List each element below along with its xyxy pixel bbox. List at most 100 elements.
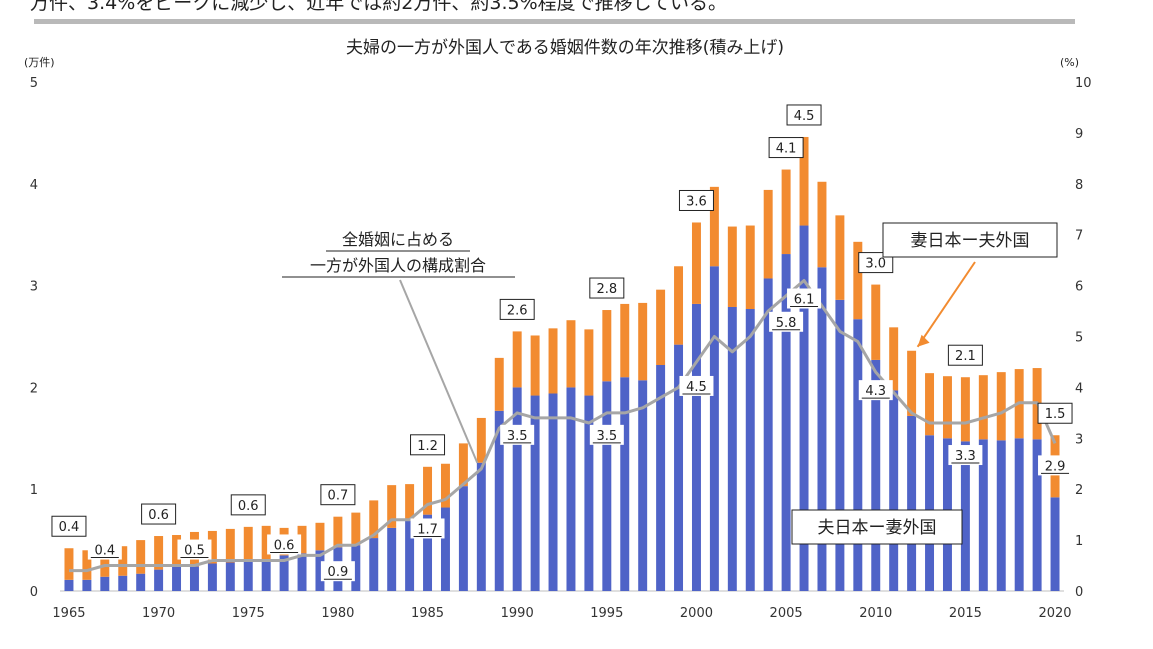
bar-husband-japanese — [189, 566, 199, 591]
bar-wife-japanese — [584, 329, 594, 396]
chart-title: 夫婦の一方が外国人である婚姻件数の年次推移(積み上げ) — [346, 38, 784, 58]
bar-husband-japanese — [225, 562, 235, 591]
bar-husband-japanese — [781, 254, 791, 592]
bar-husband-japanese — [620, 377, 630, 591]
bar-husband-japanese — [1050, 497, 1060, 591]
ratio-label: 0.9 — [328, 565, 349, 580]
x-tick-label: 1970 — [142, 606, 175, 621]
total-label-box — [786, 104, 822, 126]
page-top-text: 万件、3.4%をピークに減少し、近年では約2万件、約3.5%程度で推移している。 — [30, 0, 728, 14]
total-label: 2.8 — [596, 282, 617, 297]
bar-wife-japanese — [530, 335, 540, 396]
ratio-label-box — [410, 518, 445, 539]
ratio-label-box — [500, 424, 535, 445]
bar-husband-japanese — [584, 395, 594, 591]
wife-japanese-annotation: 妻日本ー夫外国 — [911, 231, 1030, 251]
y2-tick-label: 0 — [1075, 585, 1083, 600]
bar-husband-japanese — [853, 319, 863, 591]
total-label-box — [947, 344, 983, 366]
bar-wife-japanese — [996, 372, 1006, 441]
bar-wife-japanese — [315, 522, 325, 551]
y2-tick-label: 6 — [1075, 280, 1083, 295]
ratio-label: 0.5 — [184, 544, 205, 559]
data-labels-layer: 0.4 0.6 0.6 0.7 1.2 2.6 2.8 3.6 4.1 4.5 3.0 2.1 1.5 0… — [51, 104, 1073, 582]
bar-husband-japanese — [817, 267, 827, 591]
bar-husband-japanese — [351, 545, 361, 591]
ratio-label-box — [787, 288, 822, 309]
total-label: 3.0 — [865, 257, 886, 272]
ratio-label-box — [320, 561, 355, 582]
total-label: 1.2 — [417, 439, 438, 454]
ratio-label-box — [948, 445, 983, 466]
ratio-label: 0.6 — [274, 538, 295, 553]
y-tick-label: 5 — [30, 76, 38, 91]
x-tick-label: 1975 — [232, 606, 265, 621]
bar-husband-japanese — [674, 344, 684, 591]
bar-wife-japanese — [871, 284, 881, 360]
y2-tick-label: 5 — [1075, 331, 1083, 346]
bar-wife-japanese — [458, 443, 468, 487]
x-tick-label: 1990 — [501, 606, 534, 621]
bar-husband-japanese — [315, 550, 325, 591]
ratio-label: 3.3 — [955, 449, 976, 464]
bar-husband-japanese — [82, 579, 92, 591]
bar-husband-japanese — [745, 309, 755, 591]
y2-tick-label: 7 — [1075, 229, 1083, 244]
bar-husband-japanese — [476, 462, 486, 591]
total-label: 4.5 — [794, 109, 815, 124]
total-label: 3.6 — [686, 194, 707, 209]
bar-husband-japanese — [835, 299, 845, 591]
x-tick-label: 2020 — [1038, 606, 1071, 621]
bar-husband-japanese — [763, 278, 773, 591]
y2-tick-label: 2 — [1075, 483, 1083, 498]
total-label-box — [858, 252, 894, 274]
bar-husband-japanese — [996, 440, 1006, 591]
bar-wife-japanese — [781, 169, 791, 255]
right-axis-unit: (%) — [1060, 56, 1079, 69]
ratio-label-box — [589, 424, 624, 445]
bar-husband-japanese — [530, 395, 540, 591]
bar-husband-japanese — [136, 573, 146, 591]
bar-wife-japanese — [100, 546, 110, 577]
bar-husband-japanese — [405, 519, 415, 591]
bar-husband-japanese — [423, 514, 433, 591]
bar-wife-japanese — [136, 540, 146, 574]
wife-japanese-arrow — [916, 261, 976, 348]
total-label: 0.6 — [148, 508, 169, 523]
total-label-box — [230, 494, 266, 516]
total-label: 4.1 — [776, 142, 797, 157]
bar-wife-japanese — [548, 328, 558, 394]
bar-husband-japanese — [1014, 438, 1024, 591]
bar-husband-japanese — [279, 555, 289, 591]
ratio-label-box — [177, 539, 212, 560]
bar-wife-japanese — [889, 327, 899, 391]
bar-wife-japanese — [387, 485, 397, 528]
bar-wife-japanese — [602, 310, 612, 382]
y-tick-label: 0 — [30, 585, 38, 600]
bar-husband-japanese — [871, 359, 881, 591]
bar-wife-japanese — [118, 546, 128, 576]
left-axis-unit: (万件) — [24, 56, 55, 69]
bar-wife-japanese — [261, 525, 271, 561]
bar-wife-japanese — [512, 331, 522, 388]
total-label: 1.5 — [1045, 407, 1066, 422]
bar-wife-japanese — [333, 516, 343, 548]
bar-wife-japanese — [423, 466, 433, 515]
bar-wife-japanese — [207, 530, 217, 564]
total-label-box — [589, 277, 625, 299]
bar-husband-japanese — [656, 365, 666, 591]
bar-wife-japanese — [440, 463, 450, 508]
bar-husband-japanese — [638, 380, 648, 591]
ratio-label-box — [679, 375, 714, 396]
y-tick-label: 1 — [30, 483, 38, 498]
bar-wife-japanese — [494, 357, 504, 411]
ratio-label: 3.5 — [596, 429, 617, 444]
x-tick-label: 2010 — [859, 606, 892, 621]
x-tick-label: 1980 — [321, 606, 354, 621]
bar-husband-japanese — [978, 439, 988, 591]
total-label-box — [51, 515, 87, 537]
y2-tick-label: 3 — [1075, 432, 1083, 447]
bar-wife-japanese — [64, 548, 74, 580]
bar-husband-japanese — [691, 303, 701, 591]
